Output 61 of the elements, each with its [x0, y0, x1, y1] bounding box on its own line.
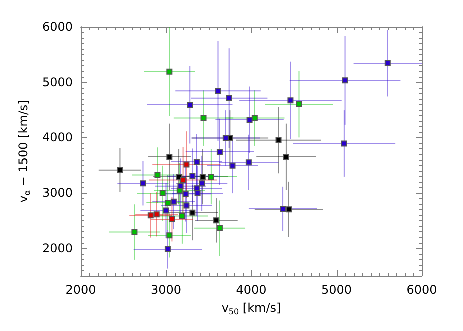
point: [160, 190, 166, 197]
point: [140, 180, 146, 187]
y-axis-title: vα − 1500 [km/s]: [16, 100, 32, 203]
point: [222, 135, 229, 142]
point: [246, 116, 253, 123]
point: [166, 68, 173, 75]
point: [180, 177, 186, 184]
point: [194, 190, 201, 197]
point: [117, 167, 124, 174]
x-tick-label: 5000: [321, 283, 352, 297]
point: [164, 200, 171, 206]
point: [286, 206, 292, 213]
point: [214, 218, 220, 224]
point: [200, 174, 206, 180]
point: [276, 137, 282, 144]
point: [187, 102, 194, 108]
y-tick-label: 4000: [42, 130, 73, 145]
x-tick-label: 2000: [66, 283, 96, 297]
point: [288, 98, 294, 104]
point: [246, 160, 252, 166]
point: [283, 154, 290, 160]
point: [190, 173, 196, 180]
y-tick-label: 3000: [42, 186, 73, 200]
point: [169, 216, 176, 223]
point: [148, 212, 154, 219]
point: [342, 78, 348, 84]
point: [190, 210, 196, 216]
point: [179, 213, 186, 220]
point: [252, 115, 258, 122]
point: [184, 202, 190, 209]
point: [178, 183, 184, 190]
point: [199, 180, 206, 187]
x-tick-label: 3000: [150, 283, 182, 297]
point: [341, 140, 348, 147]
point: [280, 206, 286, 212]
point: [194, 159, 200, 166]
y-tick-label: 6000: [42, 20, 73, 34]
point: [226, 95, 232, 102]
y-tick-label: 2000: [42, 241, 73, 256]
point: [166, 232, 173, 239]
point: [296, 101, 302, 108]
x-tick-label: 6000: [406, 283, 438, 297]
point: [132, 229, 138, 236]
y-tick-label: 5000: [42, 75, 73, 90]
point: [216, 225, 223, 232]
point: [176, 174, 182, 180]
point: [154, 212, 160, 218]
point: [384, 60, 391, 67]
point: [216, 149, 223, 156]
point: [182, 191, 189, 198]
point: [215, 88, 222, 94]
x-tick-label: 4000: [236, 283, 267, 297]
point: [230, 162, 236, 169]
point: [208, 174, 214, 180]
point: [170, 198, 177, 205]
point: [154, 172, 161, 178]
point: [164, 246, 171, 252]
point: [166, 154, 173, 160]
point: [200, 115, 207, 122]
point: [184, 162, 190, 168]
point: [163, 208, 170, 214]
